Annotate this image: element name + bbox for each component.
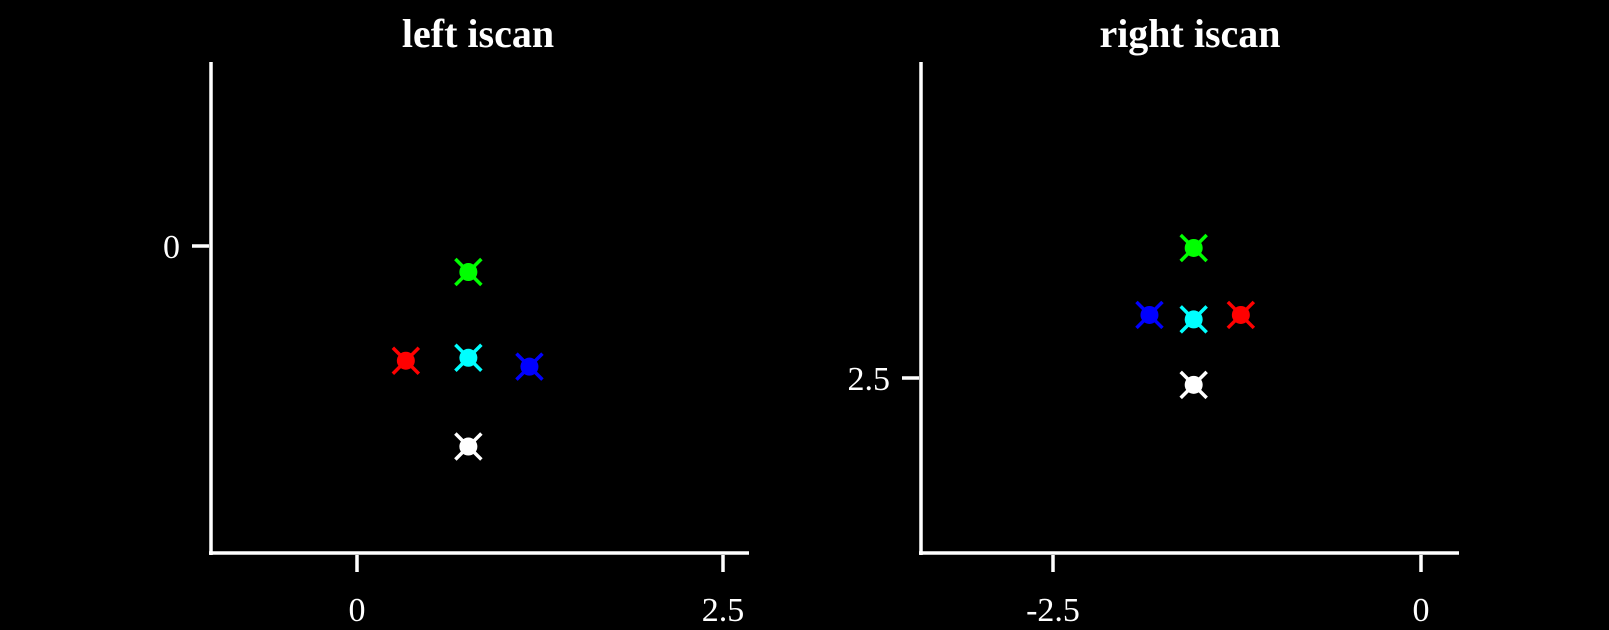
left-point-1-0-dot <box>459 437 478 456</box>
right-x-tick-label-1: 0 <box>1413 592 1430 629</box>
left-y-tick-label-0: 0 <box>163 229 180 266</box>
left-panel: left iscan 0 2.5 0 <box>163 11 749 629</box>
left-marks <box>391 257 544 461</box>
right-point-4-0 <box>1179 370 1208 400</box>
right-point-1-0-dot <box>1140 305 1159 324</box>
left-point-3-0 <box>515 352 544 381</box>
left-panel-title: left iscan <box>402 11 554 56</box>
right-point-4-0-dot <box>1184 375 1203 394</box>
right-ticks: -2.5 0 2.5 <box>848 361 1430 629</box>
right-point-3-0 <box>1226 300 1256 330</box>
left-point-4-0 <box>454 257 483 287</box>
right-point-1-0 <box>1135 300 1164 330</box>
left-point-0-0 <box>391 346 421 375</box>
right-point-2-0 <box>1179 305 1208 334</box>
left-x-tick-label-1: 2.5 <box>702 592 745 629</box>
right-marks <box>1135 233 1256 400</box>
left-x-tick-label-0: 0 <box>349 592 366 629</box>
right-y-tick-label-0: 2.5 <box>848 361 891 398</box>
left-point-4-0-dot <box>459 263 478 282</box>
left-point-2-0 <box>454 343 483 373</box>
right-point-2-0-dot <box>1184 310 1203 329</box>
right-panel-title: right iscan <box>1099 11 1280 56</box>
left-point-3-0-dot <box>520 357 539 376</box>
right-panel: right iscan -2.5 0 2.5 <box>848 11 1459 629</box>
left-ticks: 0 2.5 0 <box>163 229 744 629</box>
right-point-0-0 <box>1179 233 1208 263</box>
right-x-tick-label-0: -2.5 <box>1026 592 1080 629</box>
left-point-0-0-dot <box>396 351 415 370</box>
left-point-1-0 <box>454 432 483 461</box>
left-point-2-0-dot <box>459 348 478 367</box>
right-point-0-0-dot <box>1184 238 1203 257</box>
right-point-3-0-dot <box>1231 305 1250 324</box>
